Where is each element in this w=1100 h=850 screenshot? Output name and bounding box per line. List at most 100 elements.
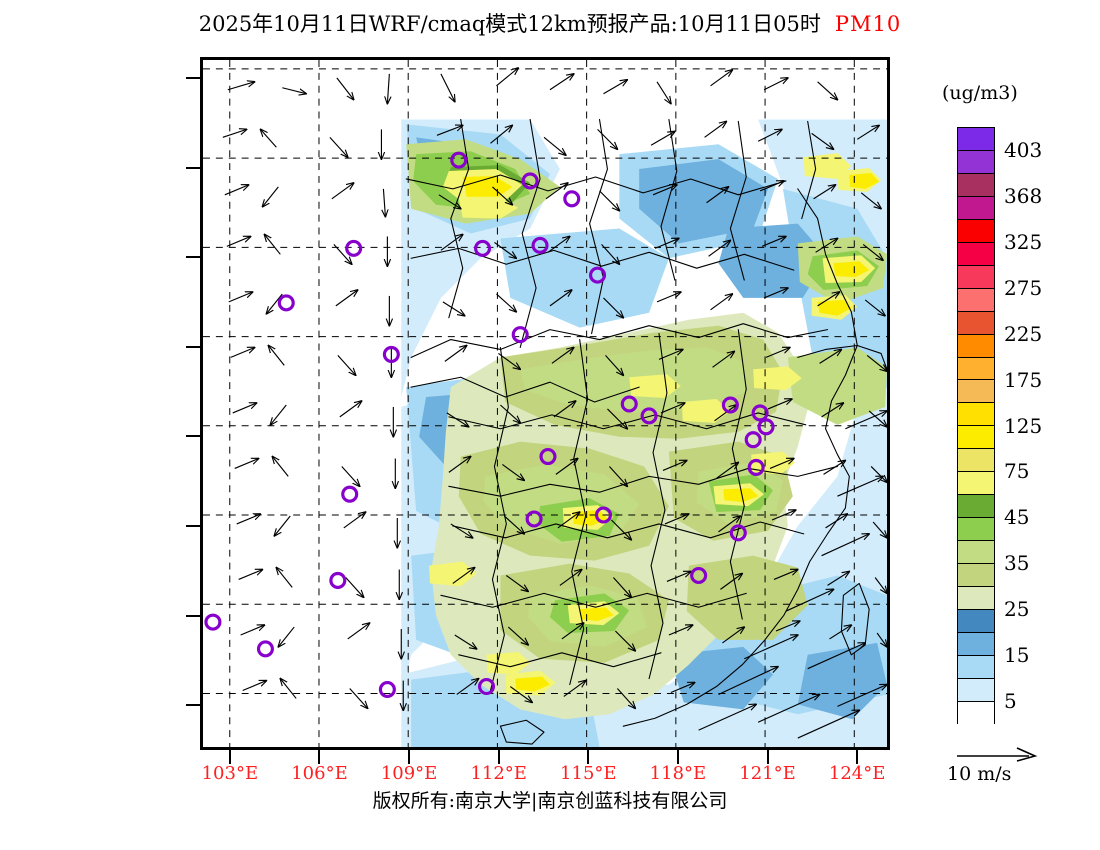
wind-scale-arrow-icon: [957, 747, 1038, 762]
station-marker[interactable]: [589, 266, 607, 284]
station-marker[interactable]: [511, 326, 529, 344]
colorbar-band: [958, 541, 994, 565]
longitude-tick-mark: [676, 750, 679, 764]
station-marker[interactable]: [563, 190, 581, 208]
colorbar-value-label: 15: [1004, 643, 1030, 668]
latitude-tick-mark: [186, 166, 200, 169]
wind-scale-legend: 10 m/s: [947, 745, 1095, 785]
station-marker-layer[interactable]: [204, 151, 775, 699]
colorbar-band: [958, 196, 994, 220]
latitude-tick-mark: [186, 256, 200, 259]
station-marker[interactable]: [450, 151, 468, 169]
colorbar-band: [958, 128, 994, 151]
wind-vector-overlay: [222, 68, 887, 739]
station-marker[interactable]: [345, 239, 363, 257]
longitude-tick-label: 118°E: [649, 763, 707, 784]
station-marker[interactable]: [757, 418, 775, 436]
colorbar-value-label: 175: [1004, 367, 1043, 392]
colorbar-band: [958, 334, 994, 358]
colorbar-value-label: 225: [1004, 321, 1043, 346]
colorbar-band: [958, 380, 994, 404]
station-marker[interactable]: [277, 294, 295, 312]
station-marker[interactable]: [341, 485, 359, 503]
station-marker[interactable]: [382, 345, 400, 363]
station-marker[interactable]: [729, 524, 747, 542]
latitude-tick-mark: [186, 614, 200, 617]
station-marker[interactable]: [531, 236, 549, 254]
colorbar-band: [958, 219, 994, 243]
chart-title: 2025年10月11日WRF/cmaq模式12km预报产品:10月11日05时 P…: [0, 8, 1100, 38]
station-marker[interactable]: [521, 172, 539, 190]
latitude-tick-mark: [186, 435, 200, 438]
colorbar-header: (ug/m3): [936, 82, 1100, 104]
longitude-tick-mark: [766, 750, 769, 764]
colorbar-band: [958, 518, 994, 542]
longitude-tick-label: 112°E: [470, 763, 527, 784]
colorbar[interactable]: [957, 127, 995, 725]
latitude-tick-mark: [186, 704, 200, 707]
colorbar-band: [958, 265, 994, 289]
station-marker[interactable]: [620, 395, 638, 413]
longitude-tick-mark: [228, 750, 231, 764]
station-marker[interactable]: [751, 404, 769, 422]
colorbar-band: [958, 472, 994, 496]
map-plot-area[interactable]: [200, 57, 890, 750]
colorbar-value-label: 25: [1004, 597, 1030, 622]
colorbar-band: [958, 587, 994, 611]
station-marker[interactable]: [477, 678, 496, 696]
longitude-tick-mark: [318, 750, 321, 764]
longitude-tick-mark: [408, 750, 411, 764]
longitude-tick-label: 106°E: [291, 763, 348, 784]
colorbar-band: [958, 357, 994, 381]
station-marker[interactable]: [204, 613, 222, 631]
station-marker[interactable]: [594, 506, 613, 524]
colorbar-band: [958, 678, 994, 702]
station-marker[interactable]: [329, 571, 347, 589]
copyright-footer: 版权所有:南京大学|南京创蓝科技有限公司: [0, 786, 1100, 813]
colorbar-units-label: (ug/m3): [942, 82, 1018, 104]
station-marker[interactable]: [690, 566, 708, 585]
station-marker[interactable]: [747, 458, 765, 476]
longitude-tick-label: 115°E: [560, 763, 617, 784]
longitude-tick-label: 124°E: [828, 763, 886, 784]
colorbar-band: [958, 288, 994, 312]
colorbar-band: [958, 610, 994, 633]
colorbar-band: [958, 311, 994, 335]
colorbar-band: [958, 150, 994, 174]
wind-scale-label: 10 m/s: [947, 763, 1012, 785]
colorbar-value-label: 368: [1004, 183, 1043, 208]
longitude-tick-label: 109°E: [380, 763, 438, 784]
colorbar-band: [958, 632, 994, 656]
copyright-text: 版权所有:南京大学|南京创蓝科技有限公司: [372, 790, 728, 812]
longitude-tick-mark: [497, 750, 500, 764]
latitude-tick-mark: [186, 524, 200, 527]
map-canvas: [203, 60, 887, 747]
longitude-tick-mark: [856, 750, 859, 764]
station-marker[interactable]: [744, 431, 762, 449]
colorbar-value-label: 35: [1004, 551, 1030, 576]
longitude-tick-label: 121°E: [739, 763, 796, 784]
colorbar-band: [958, 701, 994, 725]
colorbar-value-label: 125: [1004, 413, 1043, 438]
colorbar-band: [958, 564, 994, 588]
longitude-tick-label: 103°E: [201, 763, 259, 784]
colorbar-band: [958, 173, 994, 197]
station-marker[interactable]: [721, 396, 739, 414]
station-marker[interactable]: [640, 407, 658, 425]
longitude-tick-mark: [587, 750, 590, 764]
colorbar-value-label: 5: [1004, 689, 1017, 714]
station-marker[interactable]: [256, 640, 274, 658]
colorbar-band: [958, 426, 994, 450]
colorbar-value-label: 325: [1004, 229, 1043, 254]
colorbar-band: [958, 403, 994, 427]
station-marker[interactable]: [539, 448, 557, 466]
colorbar-band: [958, 449, 994, 473]
colorbar-value-label: 275: [1004, 275, 1043, 300]
colorbar-band: [958, 242, 994, 266]
colorbar-value-label: 45: [1004, 505, 1030, 530]
colorbar-value-label: 75: [1004, 459, 1030, 484]
station-marker[interactable]: [525, 510, 543, 528]
title-main-text: 2025年10月11日WRF/cmaq模式12km预报产品:10月11日05时: [198, 12, 821, 36]
station-marker[interactable]: [474, 239, 492, 257]
station-marker[interactable]: [378, 680, 396, 699]
